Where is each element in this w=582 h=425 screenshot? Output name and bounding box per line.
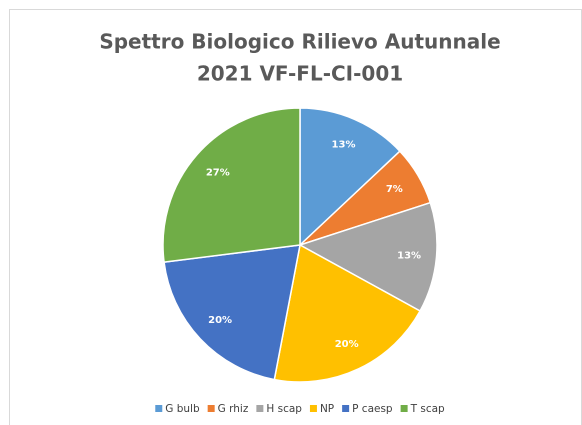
data-label: 20% [208,315,232,326]
data-label: 7% [386,184,403,195]
legend-swatch [400,405,408,412]
data-label: 27% [206,168,230,179]
legend-swatch [342,405,350,412]
legend-label: G bulb [165,403,200,415]
legend-swatch [256,405,264,412]
legend-label: G rhiz [218,403,249,415]
pie-slice [163,244,301,381]
legend-swatch [309,405,317,412]
legend-label: NP [320,403,334,415]
pie-slice [299,107,401,247]
chart-title: Spettro Biologico Rilievo Autunnale [99,30,500,54]
legend-label: H scap [266,403,302,415]
data-label: 20% [335,339,359,350]
pie-slice [273,243,422,383]
chart-title: 2021 VF-FL-CI-001 [197,62,403,86]
legend-label: P caesp [352,403,393,415]
legend-swatch [155,405,163,412]
data-label: 13% [332,139,356,150]
legend-label: T scap [410,403,445,415]
pie-slice [162,107,301,264]
legend-swatch [207,405,215,412]
data-label: 13% [397,250,421,261]
pie-slice [298,201,438,313]
